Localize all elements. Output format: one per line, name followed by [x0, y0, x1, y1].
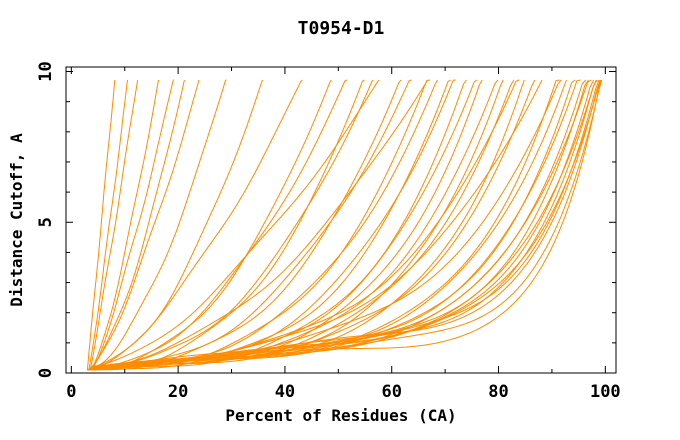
- model-curve: [91, 79, 160, 368]
- model-curve: [90, 79, 598, 369]
- model-curve: [86, 79, 116, 371]
- x-tick-label: 60: [381, 382, 401, 402]
- model-curve: [92, 79, 264, 368]
- x-tick-label: 100: [590, 382, 621, 402]
- model-curve: [90, 79, 602, 369]
- y-axis-label: Distance Cutoff, A: [7, 133, 26, 307]
- y-tick-label: 10: [36, 61, 56, 81]
- model-curve: [93, 79, 174, 367]
- model-curve: [92, 79, 430, 368]
- tick-labels: 0 20 40 60 80 100 0 5 10: [36, 61, 621, 402]
- tick-marks: [66, 67, 616, 374]
- x-axis-label: Percent of Residues (CA): [225, 406, 456, 425]
- x-tick-label: 80: [488, 382, 508, 402]
- model-curve: [92, 79, 589, 368]
- model-curve: [87, 79, 332, 371]
- model-curve: [92, 79, 562, 368]
- model-curve: [88, 79, 603, 370]
- model-curve: [90, 79, 227, 369]
- model-curve: [93, 79, 483, 367]
- model-curve: [88, 79, 129, 370]
- y-tick-label: 0: [36, 368, 56, 378]
- x-tick-label: 40: [275, 382, 295, 402]
- model-curve: [92, 79, 600, 368]
- model-curve: [92, 79, 520, 368]
- x-tick-label: 0: [66, 382, 76, 402]
- model-curve: [88, 79, 597, 370]
- model-curve: [88, 79, 543, 370]
- model-curve: [88, 79, 200, 370]
- model-curves: [86, 79, 603, 371]
- model-curve: [90, 79, 139, 369]
- model-curve: [87, 79, 402, 371]
- model-curve: [90, 79, 428, 369]
- model-curve: [87, 79, 603, 371]
- model-curve: [87, 79, 185, 371]
- model-curve: [93, 79, 601, 367]
- model-curve: [87, 79, 536, 371]
- plot-border: [65, 66, 617, 374]
- axes: [65, 66, 617, 374]
- plot-title: T0954-D1: [298, 18, 385, 39]
- y-tick-label: 5: [36, 217, 56, 227]
- model-curve: [87, 79, 576, 371]
- model-curve: [92, 79, 374, 368]
- model-curve: [88, 79, 348, 370]
- x-tick-label: 20: [168, 382, 188, 402]
- model-curve: [93, 79, 439, 367]
- model-curve: [93, 79, 380, 367]
- model-curve: [93, 79, 592, 367]
- model-curve: [93, 79, 303, 367]
- model-curve: [87, 79, 499, 371]
